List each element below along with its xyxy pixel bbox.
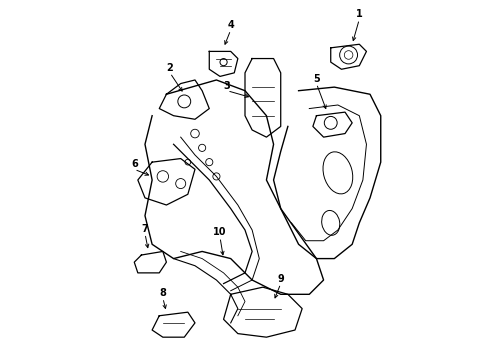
Text: 3: 3 <box>224 81 230 91</box>
Text: 2: 2 <box>167 63 173 73</box>
Text: 4: 4 <box>227 20 234 30</box>
Text: 6: 6 <box>131 159 138 169</box>
Text: 9: 9 <box>277 274 284 284</box>
Text: 10: 10 <box>213 227 227 237</box>
Text: 7: 7 <box>142 224 148 234</box>
Text: 5: 5 <box>313 73 320 84</box>
Text: 1: 1 <box>356 9 363 19</box>
Text: 8: 8 <box>159 288 166 298</box>
